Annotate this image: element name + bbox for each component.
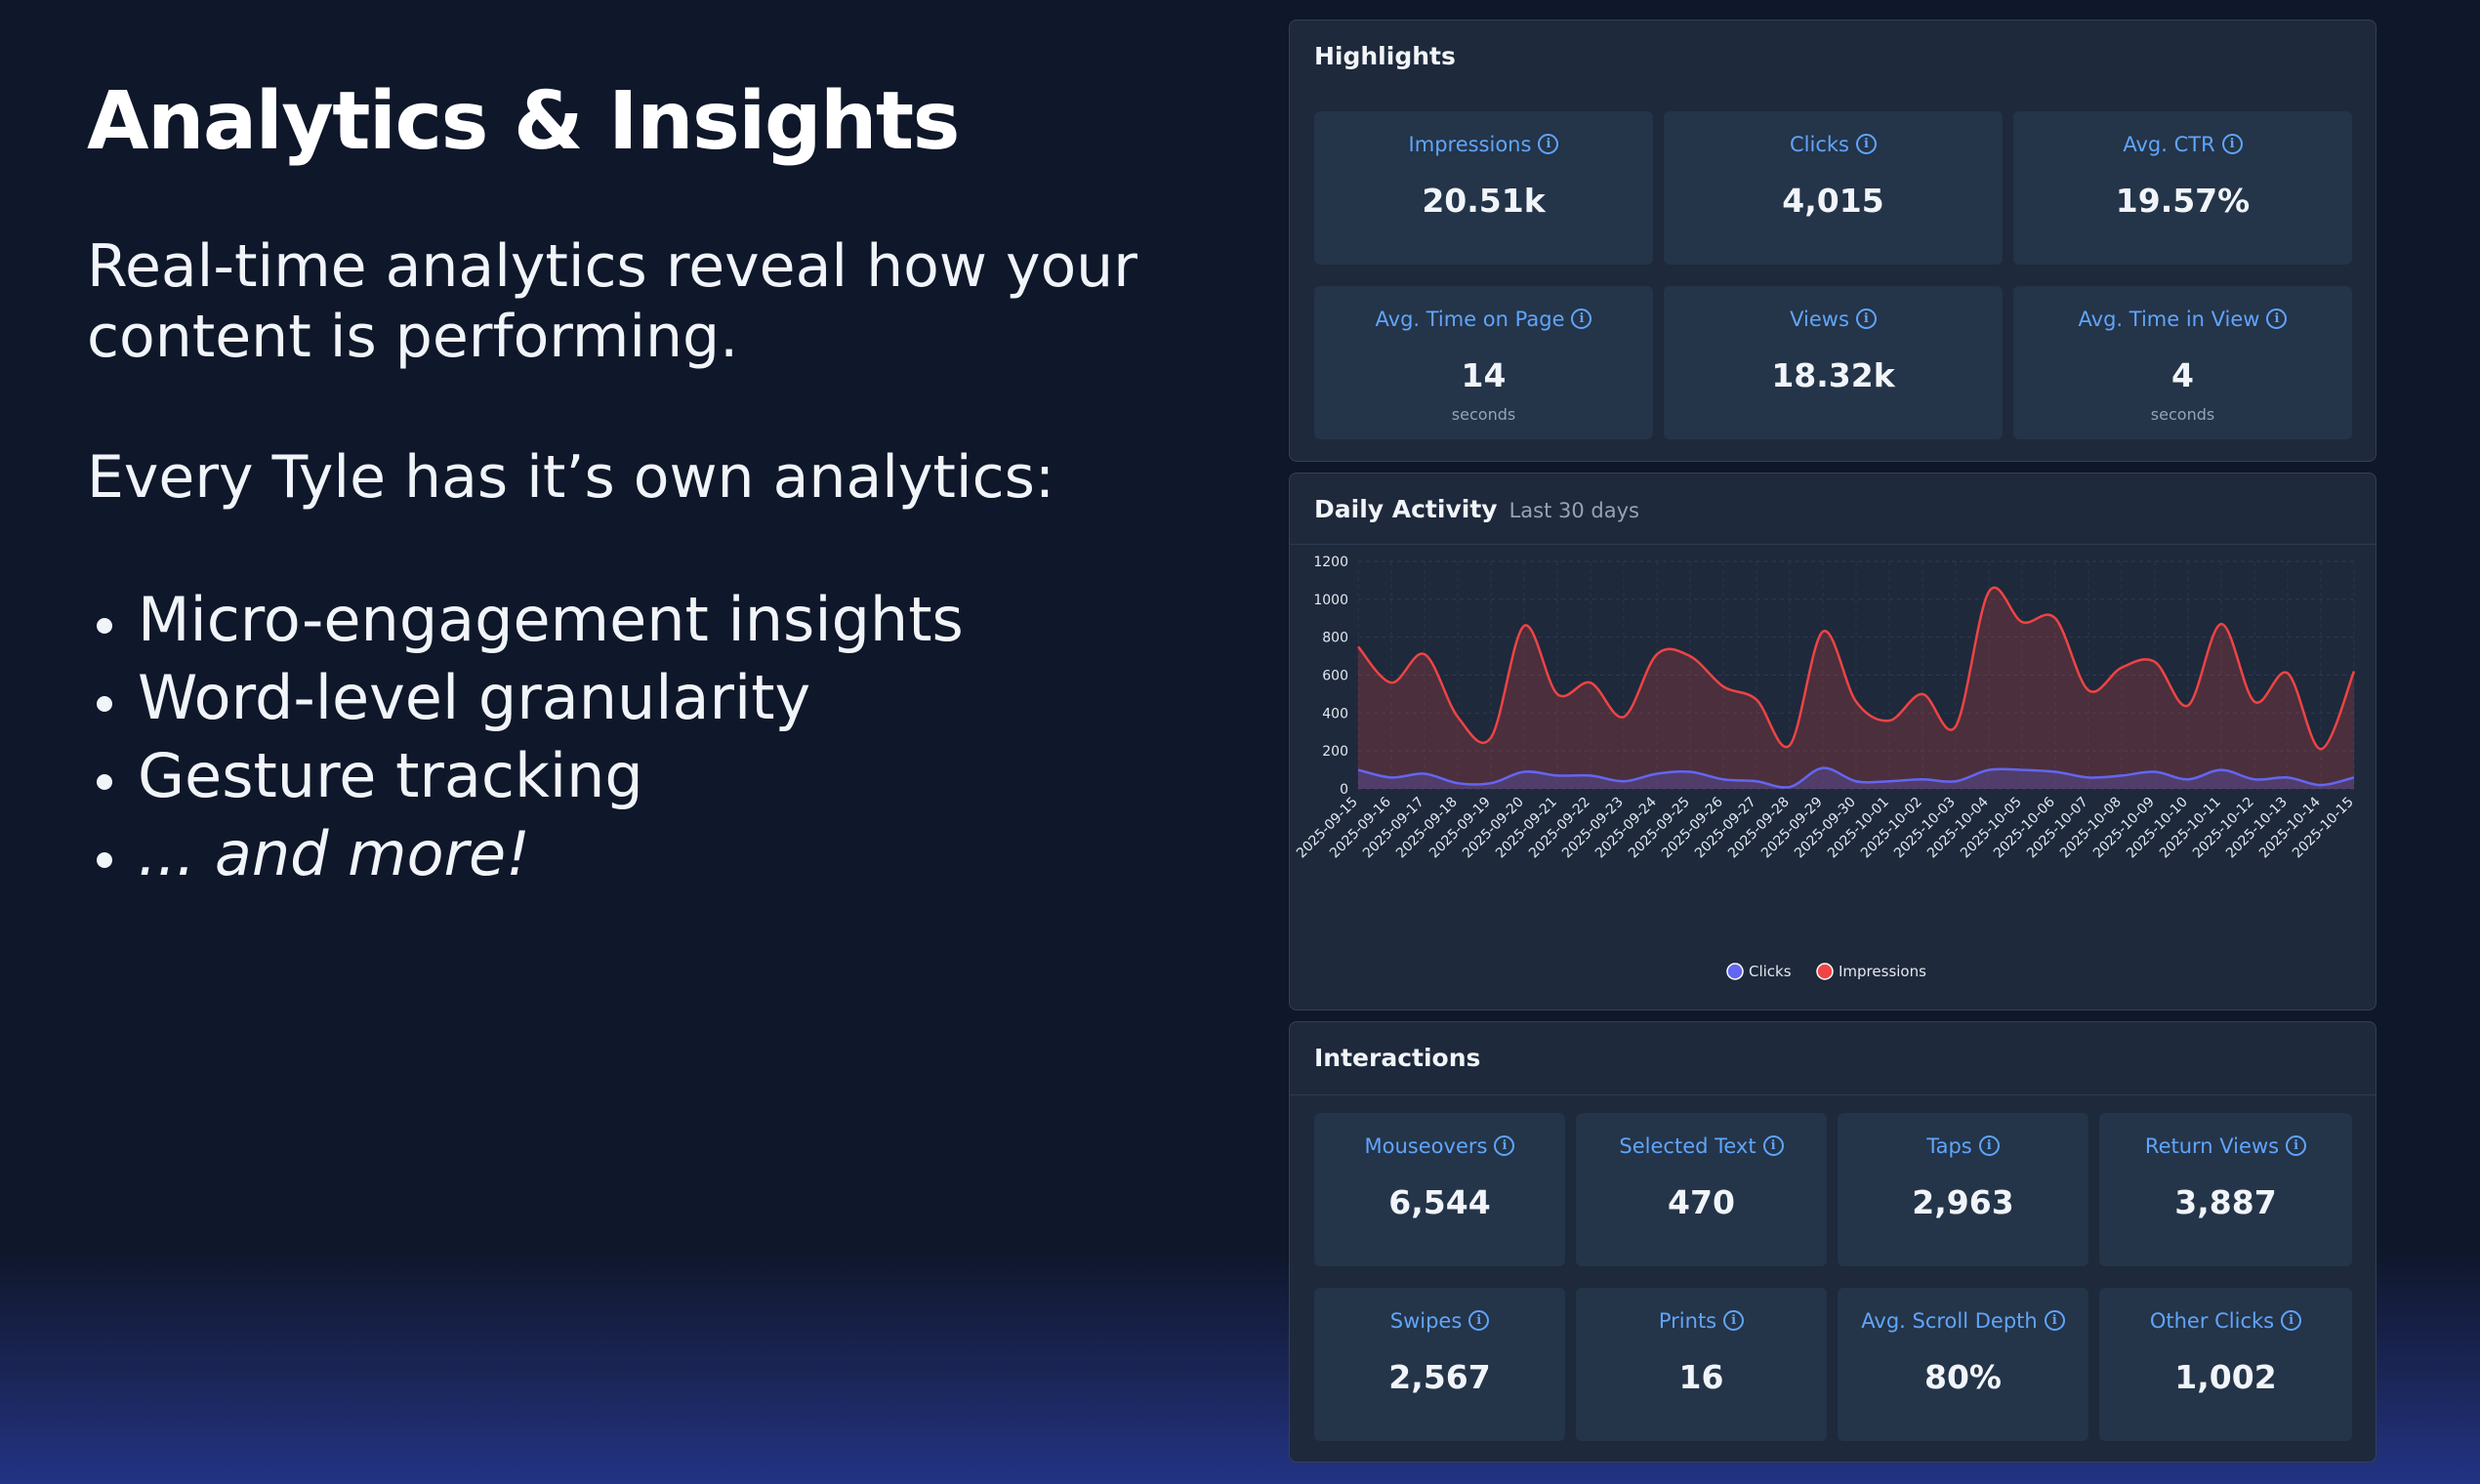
feature-item: Gesture tracking <box>87 737 1210 815</box>
stat-label: Taps <box>1926 1134 1972 1158</box>
y-tick-label: 1200 <box>1313 555 1348 570</box>
info-icon[interactable]: i <box>2281 1309 2302 1331</box>
stat-value: 4,015 <box>1782 182 1884 220</box>
legend-label: Impressions <box>1839 963 1926 980</box>
stat-label: Impressions <box>1408 133 1532 156</box>
stat-label: Selected Text <box>1619 1134 1757 1158</box>
stat-value: 1,002 <box>2174 1358 2277 1396</box>
stat-label: Avg. Time in View <box>2078 308 2260 331</box>
stat-value: 3,887 <box>2174 1183 2277 1221</box>
stat-card-taps: Taps i 2,963 <box>1838 1113 2088 1266</box>
hero-lead-2: Every Tyle has it’s own analytics: <box>87 443 1055 512</box>
stat-value: 2,963 <box>1912 1183 2014 1221</box>
legend-swatch <box>1726 963 1744 980</box>
daily-activity-chart: 0200400600800100012002025-09-152025-09-1… <box>1294 555 2357 980</box>
daily-activity-title: Daily Activity <box>1314 495 1498 523</box>
info-icon[interactable]: i <box>1538 133 1559 154</box>
stat-label: Views <box>1790 308 1849 331</box>
stat-unit: seconds <box>2150 405 2215 424</box>
divider <box>1290 1094 2376 1095</box>
stat-card-return-views: Return Views i 3,887 <box>2099 1113 2352 1266</box>
stat-label: Clicks <box>1790 133 1849 156</box>
info-icon[interactable]: i <box>1762 1134 1784 1156</box>
daily-activity-subtitle: Last 30 days <box>1509 499 1639 522</box>
daily-activity-panel: Daily Activity Last 30 days 0 200 400 600 800… <box>1289 473 2377 1010</box>
info-icon[interactable]: i <box>2286 1134 2307 1156</box>
y-tick-label: 1000 <box>1313 593 1348 608</box>
stat-label: Avg. CTR <box>2123 133 2215 156</box>
info-icon[interactable]: i <box>1468 1309 1490 1331</box>
stat-label: Other Clicks <box>2149 1309 2275 1333</box>
info-icon[interactable]: i <box>1494 1134 1515 1156</box>
stat-card-swipes: Swipes i 2,567 <box>1314 1288 1565 1441</box>
stat-value: 20.51k <box>1422 182 1546 220</box>
clicks-series-line <box>1357 766 2355 789</box>
stat-value: 19.57% <box>2115 182 2251 220</box>
info-icon[interactable]: i <box>1855 133 1877 154</box>
interactions-title: Interactions <box>1314 1044 1481 1072</box>
clicks-area <box>1358 767 2354 789</box>
stat-card-avg-scroll-depth: Avg. Scroll Depth i 80% <box>1838 1288 2088 1441</box>
y-tick-label: 400 <box>1322 706 1348 721</box>
y-tick-label: 200 <box>1322 744 1348 760</box>
legend-label: Clicks <box>1749 963 1792 980</box>
info-icon[interactable]: i <box>1855 308 1877 329</box>
hero-title: Analytics & Insights <box>87 75 960 168</box>
feature-item: ... and more! <box>87 815 1210 893</box>
stat-card-other-clicks: Other Clicks i 1,002 <box>2099 1288 2352 1441</box>
impressions-series-line <box>1357 587 2356 751</box>
divider <box>1290 544 2376 545</box>
highlights-title: Highlights <box>1314 42 1456 70</box>
stat-card-prints: Prints i 16 <box>1576 1288 1827 1441</box>
stat-card-clicks: Clicks i 4,015 <box>1664 111 2003 265</box>
info-icon[interactable]: i <box>2266 308 2288 329</box>
stat-label: Avg. Scroll Depth <box>1861 1309 2038 1333</box>
stat-value: 14 <box>1461 356 1507 394</box>
feature-item: Micro-engagement insights <box>87 581 1210 659</box>
stat-card-mouseovers: Mouseovers i 6,544 <box>1314 1113 1565 1266</box>
stat-label: Swipes <box>1389 1309 1463 1333</box>
hero-section: Analytics & Insights Real-time analytics… <box>87 73 1210 893</box>
y-tick-label: 600 <box>1322 669 1348 684</box>
stat-value: 470 <box>1668 1183 1735 1221</box>
stat-card-avg-time-on-page: Avg. Time on Page i 14 seconds <box>1314 286 1653 439</box>
stat-value: 6,544 <box>1388 1183 1491 1221</box>
stat-label: Avg. Time on Page <box>1375 308 1565 331</box>
y-tick-label: 800 <box>1322 631 1348 646</box>
stat-label: Mouseovers <box>1364 1134 1488 1158</box>
stat-value: 4 <box>2171 356 2194 394</box>
info-icon[interactable]: i <box>1978 1134 2000 1156</box>
info-icon[interactable]: i <box>1723 1309 1745 1331</box>
info-icon[interactable]: i <box>2044 1309 2065 1331</box>
impressions-area <box>1358 587 2354 789</box>
stat-unit: seconds <box>1451 405 1516 424</box>
stat-card-avg-ctr: Avg. CTR i 19.57% <box>2013 111 2352 265</box>
stat-card-views: Views i 18.32k <box>1664 286 2003 439</box>
stat-card-selected-text: Selected Text i 470 <box>1576 1113 1827 1266</box>
feature-item: Word-level granularity <box>87 659 1210 737</box>
legend-swatch <box>1816 963 1834 980</box>
info-icon[interactable]: i <box>2221 133 2243 154</box>
interactions-panel: Interactions Mouseovers i 6,544 Selected … <box>1289 1021 2377 1463</box>
info-icon[interactable]: i <box>1571 308 1592 329</box>
stat-card-impressions: Impressions i 20.51k <box>1314 111 1653 265</box>
stat-value: 18.32k <box>1771 356 1895 394</box>
stat-value: 80% <box>1924 1358 2002 1396</box>
feature-list: Micro-engagement insights Word-level gra… <box>87 581 1210 893</box>
stat-label: Prints <box>1658 1309 1717 1333</box>
stat-value: 16 <box>1678 1358 1724 1396</box>
hero-lead: Real-time analytics reveal how your cont… <box>87 232 1137 371</box>
y-tick-label: 0 <box>1340 782 1348 798</box>
highlights-panel: Highlights Impressions i 20.51k Clicks i 4… <box>1289 20 2377 462</box>
stat-card-avg-time-in-view: Avg. Time in View i 4 seconds <box>2013 286 2352 439</box>
stat-label: Return Views <box>2144 1134 2280 1158</box>
stat-value: 2,567 <box>1388 1358 1491 1396</box>
